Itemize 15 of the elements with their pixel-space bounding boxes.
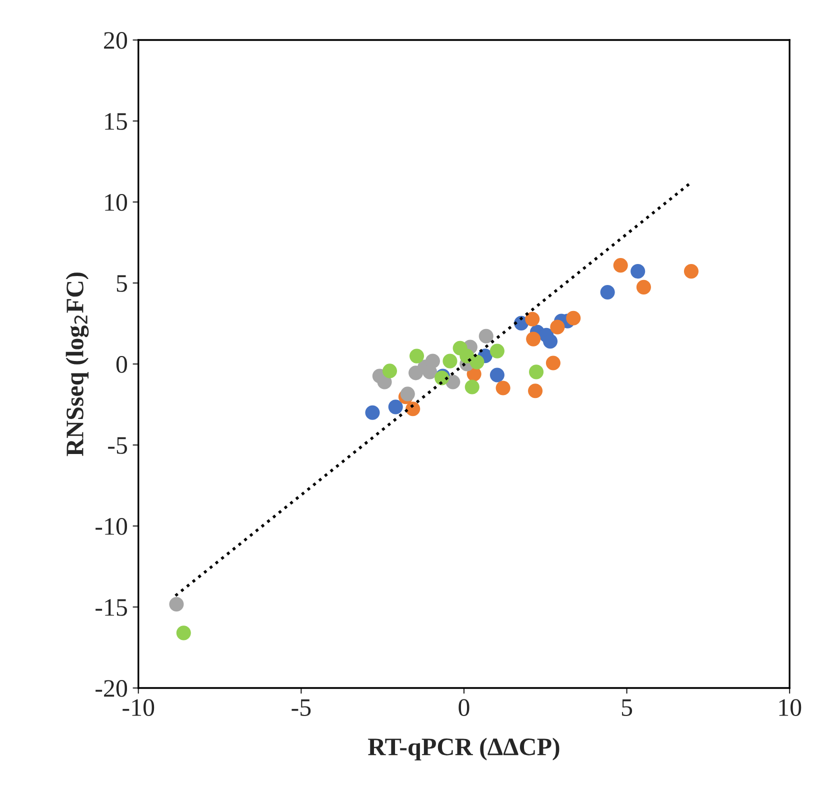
y-tick-label: 5 [116, 275, 127, 292]
y-tick-label: -20 [96, 680, 128, 697]
y-tick-label: 0 [116, 356, 128, 373]
x-tick-label: 10 [779, 699, 802, 716]
y-tick-label: -10 [96, 518, 128, 535]
y-tick-label: 15 [105, 113, 127, 130]
x-tick-label: 5 [622, 699, 632, 716]
y-tick-label: 20 [104, 32, 128, 49]
y-axis-title: RNSseq (log$_{2}$FC) [66, 272, 89, 456]
y-tick-label: 10 [105, 194, 128, 211]
y-tick-label: -15 [96, 599, 127, 616]
x-tick-label: -5 [292, 699, 311, 716]
x-axis-title: RT-qPCR (ΔΔCP) [368, 738, 560, 760]
y-tick-label: -5 [108, 437, 127, 454]
x-tick-label: 0 [458, 699, 470, 716]
